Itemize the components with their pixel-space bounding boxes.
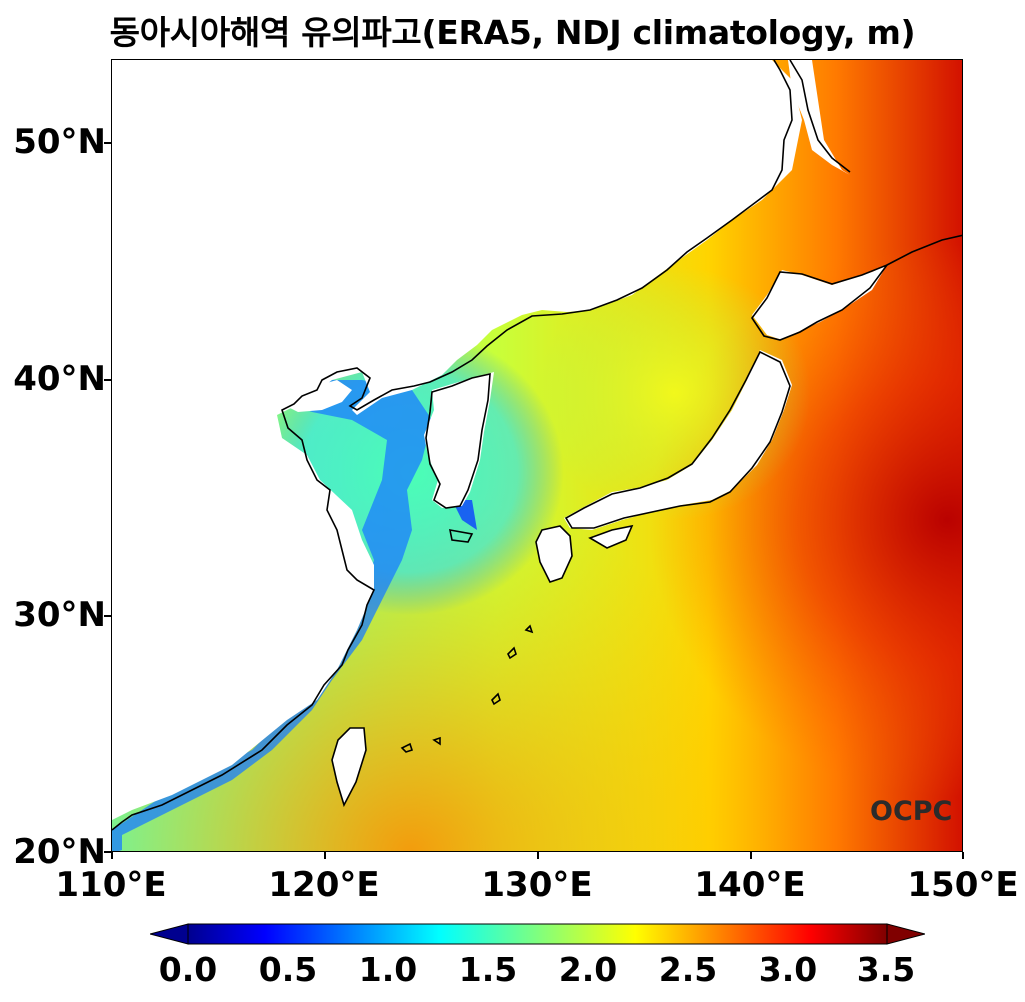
lon-tick-120: 120°E: [268, 865, 380, 905]
land-taiwan: [332, 728, 366, 805]
lat-tick-50: 50°N: [13, 122, 106, 162]
coastal-shallow-band: [112, 380, 432, 851]
lat-tickmark: [104, 142, 111, 144]
coastline-taiwan: [331, 727, 367, 808]
coastline-ryukyu: [524, 624, 534, 634]
coastline-ryukyu: [432, 736, 441, 746]
colorbar-tick-5: 2.5: [658, 950, 718, 989]
wave-height-map: OCPC: [111, 59, 963, 852]
coastline-kyushu: [535, 525, 573, 583]
lon-tick-150: 150°E: [907, 865, 1019, 905]
map-title: 동아시아해역 유의파고(ERA5, NDJ climatology, m): [109, 13, 916, 52]
colorbar-min-extend: [148, 923, 189, 945]
lon-tickmark: [962, 852, 964, 859]
colorbar-max-extend: [886, 923, 927, 945]
colorbar-tick-7: 3.5: [856, 950, 916, 989]
lon-tickmark: [324, 852, 326, 859]
map-canvas: [112, 60, 962, 851]
lon-tick-110: 110°E: [55, 865, 167, 905]
coastline-korea: [425, 372, 491, 509]
colorbar-svg: [148, 923, 927, 945]
coastline-group: [112, 60, 962, 831]
ocpc-logo: OCPC: [870, 796, 953, 827]
lon-tick-130: 130°E: [481, 865, 593, 905]
lon-tickmark: [111, 852, 113, 859]
colorbar-tick-6: 3.0: [758, 950, 818, 989]
land-shikoku: [590, 526, 632, 548]
lat-tickmark: [104, 615, 111, 617]
coastline-kurils: [886, 234, 962, 266]
lat-tick-20: 20°N: [13, 832, 106, 872]
coastline-honshu: [564, 350, 791, 529]
coastline-asia: [112, 60, 793, 831]
colorbar-tick-2: 1.0: [358, 950, 418, 989]
coastline-ryukyu: [507, 646, 517, 660]
lon-tickmark: [537, 852, 539, 859]
lat-tick-40: 40°N: [13, 359, 106, 399]
land-mainland-asia: [112, 60, 802, 820]
colorbar: [148, 923, 927, 945]
colorbar-gradient: [187, 923, 888, 945]
lat-tick-30: 30°N: [13, 595, 106, 635]
land-shandong: [282, 380, 352, 412]
coastline-jeju: [448, 529, 474, 543]
coastal-shallow-band: [452, 500, 477, 530]
land-korea: [424, 372, 494, 508]
coastline-sakhalin: [789, 60, 851, 173]
land-hokkaido: [752, 265, 887, 340]
colorbar-tick-0: 0.0: [158, 950, 218, 989]
coastline-hokkaido: [751, 263, 890, 341]
land-kyushu: [536, 526, 572, 582]
colorbar-tick-1: 0.5: [258, 950, 318, 989]
lat-tickmark: [104, 851, 111, 853]
lat-tickmark: [104, 379, 111, 381]
colorbar-tick-3: 1.5: [458, 950, 518, 989]
coastline-ryukyu: [400, 742, 414, 753]
lon-tickmark: [750, 852, 752, 859]
lon-tick-140: 140°E: [694, 865, 806, 905]
coastline-ryukyu: [491, 692, 501, 706]
land-honshu: [564, 350, 792, 530]
coastline-shikoku: [588, 524, 634, 549]
colorbar-tick-4: 2.0: [558, 950, 618, 989]
